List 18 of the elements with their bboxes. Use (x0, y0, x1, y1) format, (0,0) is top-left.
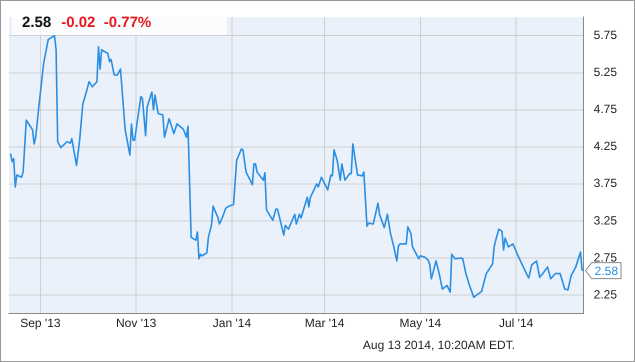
y-tick-label: 3.75 (594, 176, 618, 190)
x-tick-label: Mar '14 (304, 316, 345, 330)
text: Aug 13 2014, 10:20AM EDT. (362, 338, 515, 352)
x-tick-label: May '14 (400, 316, 442, 330)
y-tick-label: 5.75 (594, 28, 618, 42)
y-tick-label: 3.25 (594, 213, 618, 228)
x-tick-label: Jul '14 (498, 316, 534, 330)
y-tick-label: 2.75 (594, 250, 618, 264)
y-tick-label: 4.75 (594, 102, 618, 116)
y-tick-label: 5.25 (594, 65, 618, 80)
y-tick-label: 4.25 (594, 139, 618, 154)
y-tick-label: 2.25 (594, 287, 618, 302)
x-tick-label: Jan '14 (212, 316, 252, 330)
annotation: 2.58 (594, 264, 618, 278)
x-tick-label: Sep '13 (20, 316, 61, 330)
x-tick-label: Nov '13 (116, 316, 157, 330)
chart-title: 2.58 (22, 14, 52, 31)
chart-subtitle: -0.02 -0.77% (61, 14, 152, 31)
